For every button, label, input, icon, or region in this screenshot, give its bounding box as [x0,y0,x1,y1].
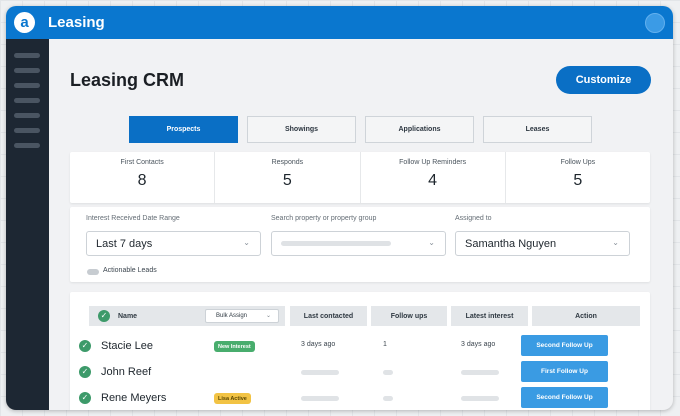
app-window: a Leasing Leasing CRM Customize Prospect… [6,6,673,410]
sidebar-item-5[interactable] [14,113,40,118]
property-search-select[interactable]: ⌄ [271,231,446,256]
assigned-label: Assigned to [455,215,492,222]
date-range-label: Interest Received Date Range [86,215,180,222]
prospect-name[interactable]: Stacie Lee [101,340,153,352]
last-contacted-value: 3 days ago [301,341,336,348]
actionable-leads-toggle[interactable] [87,269,99,275]
first-follow-up-button[interactable]: First Follow Up [521,361,608,382]
top-bar: a Leasing [6,6,673,39]
stat-value: 5 [573,172,583,189]
stat-first-contacts[interactable]: First Contacts 8 [70,152,216,203]
row-check-icon[interactable]: ✓ [79,366,91,378]
stat-label: Responds [271,159,304,166]
stat-value: 8 [137,172,147,189]
search-label: Search property or property group [271,215,377,222]
follow-ups-value: 1 [383,341,387,348]
prospect-name[interactable]: Rene Meyers [101,392,167,404]
stat-follow-ups[interactable]: Follow Ups 5 [506,152,650,203]
column-name-label: Name [118,312,138,320]
table-header-latest-interest[interactable]: Latest interest [451,306,528,326]
sidebar-item-2[interactable] [14,68,40,73]
actionable-leads-label: Actionable Leads [103,267,157,274]
bulk-assign-label: Bulk Assign [216,313,248,319]
chevron-down-icon: ⌄ [428,238,435,247]
sidebar-item-4[interactable] [14,98,40,103]
sidebar-item-3[interactable] [14,83,40,88]
user-avatar[interactable] [645,13,665,33]
tab-applications[interactable]: Applications [365,116,474,143]
chevron-down-icon: ⌄ [265,313,271,319]
table-header-name: ✓ Name Bulk Assign ⌄ [89,306,285,326]
stat-value: 4 [428,172,438,189]
bulk-assign-dropdown[interactable]: Bulk Assign ⌄ [205,309,279,323]
row-check-icon[interactable]: ✓ [79,340,91,352]
sidebar-item-1[interactable] [14,53,40,58]
tab-prospects[interactable]: Prospects [129,116,238,143]
stat-value: 5 [282,172,292,189]
last-contacted-skeleton [301,396,339,401]
latest-interest-skeleton [461,396,499,401]
stat-label: Follow Up Reminders [399,159,467,166]
latest-interest-value: 3 days ago [461,341,496,348]
row-check-icon[interactable]: ✓ [79,392,91,404]
second-follow-up-button[interactable]: Second Follow Up [521,335,608,356]
date-range-select[interactable]: Last 7 days ⌄ [86,231,261,256]
table-header-last-contacted[interactable]: Last contacted [290,306,367,326]
table-header-follow-ups[interactable]: Follow ups [371,306,447,326]
tab-leases[interactable]: Leases [483,116,592,143]
table-row: ✓ John Reef First Follow Up [70,360,650,384]
table-row: ✓ Stacie Lee New Interest 3 days ago 1 3… [70,334,650,358]
select-all-check-icon[interactable]: ✓ [98,310,110,322]
status-badge: New Interest [214,341,255,352]
app-logo-icon[interactable]: a [14,12,35,33]
status-badge: Lisa Active [214,393,251,404]
customize-button[interactable]: Customize [556,66,651,94]
app-title: Leasing [48,14,105,31]
assigned-value: Samantha Nguyen [465,237,557,250]
assigned-to-select[interactable]: Samantha Nguyen ⌄ [455,231,630,256]
main-content: Leasing CRM Customize Prospects Showings… [49,39,673,410]
page-title: Leasing CRM [70,70,185,90]
date-range-value: Last 7 days [96,237,153,250]
chevron-down-icon: ⌄ [612,238,619,247]
search-placeholder-skeleton [281,241,391,246]
follow-ups-skeleton [383,370,393,375]
sidebar-item-6[interactable] [14,128,40,133]
sidebar-item-7[interactable] [14,143,40,148]
stat-follow-up-reminders[interactable]: Follow Up Reminders 4 [361,152,506,203]
chevron-down-icon: ⌄ [243,238,250,247]
stat-label: Follow Ups [560,159,596,166]
second-follow-up-button[interactable]: Second Follow Up [521,387,608,408]
stat-responds[interactable]: Responds 5 [215,152,361,203]
last-contacted-skeleton [301,370,339,375]
table-header-action: Action [532,306,640,326]
prospect-name[interactable]: John Reef [101,366,152,378]
follow-ups-skeleton [383,396,393,401]
stat-label: First Contacts [120,159,164,166]
filters-panel: Interest Received Date Range Last 7 days… [70,207,650,282]
tab-bar: Prospects Showings Applications Leases [129,116,601,143]
table-row: ✓ Rene Meyers Lisa Active Second Follow … [70,386,650,410]
tab-showings[interactable]: Showings [247,116,356,143]
latest-interest-skeleton [461,370,499,375]
stats-panel: First Contacts 8 Responds 5 Follow Up Re… [70,152,650,203]
sidebar [6,39,49,410]
leads-table: ✓ Name Bulk Assign ⌄ Last contacted Foll… [70,292,650,410]
